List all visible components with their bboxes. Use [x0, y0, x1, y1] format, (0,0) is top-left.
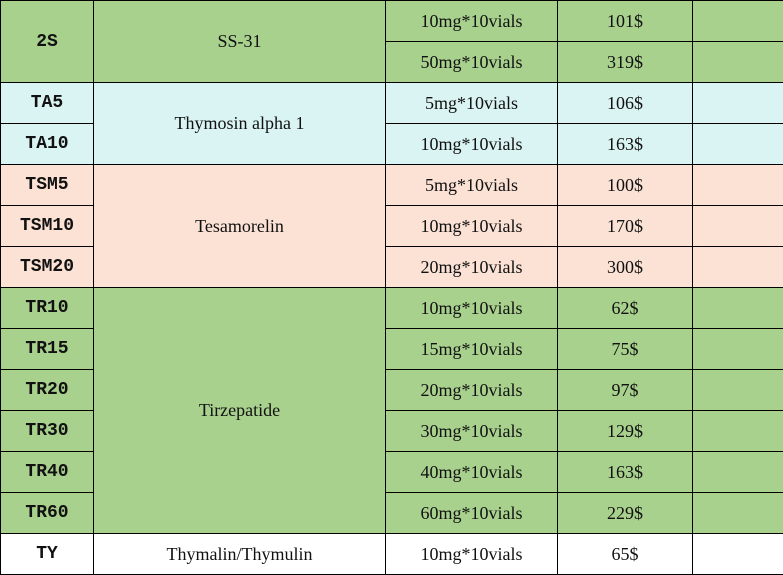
- spec-cell: 60mg*10vials: [385, 492, 558, 534]
- spec-cell: 40mg*10vials: [385, 451, 558, 493]
- price-cell: 100$: [557, 164, 693, 206]
- empty-cell: [692, 41, 783, 83]
- price-cell: 300$: [557, 246, 693, 288]
- spec-cell: 5mg*10vials: [385, 82, 558, 124]
- code-cell: TA10: [0, 123, 94, 165]
- price-cell: 163$: [557, 451, 693, 493]
- code-cell: TR10: [0, 287, 94, 329]
- code-cell: TR20: [0, 369, 94, 411]
- spec-cell: 20mg*10vials: [385, 369, 558, 411]
- spec-cell: 10mg*10vials: [385, 0, 558, 42]
- table-row: 2S SS-31 10mg*10vials 101$: [0, 0, 783, 83]
- empty-cell: [692, 246, 783, 288]
- spec-cell: 10mg*10vials: [385, 533, 558, 575]
- empty-cell: [692, 410, 783, 452]
- code-cell: TR15: [0, 328, 94, 370]
- empty-cell: [692, 123, 783, 165]
- spec-cell: 5mg*10vials: [385, 164, 558, 206]
- table-row: TR10 Tirzepatide 10mg*10vials 62$: [0, 287, 783, 534]
- name-cell: Tirzepatide: [93, 287, 386, 534]
- table-row: TA5 Thymosin alpha 1 5mg*10vials 106$: [0, 82, 783, 165]
- table-row: TA10 10mg*10vials 163$: [0, 123, 783, 165]
- spec-cell: 10mg*10vials: [385, 123, 558, 165]
- name-cell: SS-31: [93, 0, 386, 83]
- spec-cell: 30mg*10vials: [385, 410, 558, 452]
- table-row: TR20 20mg*10vials 97$: [0, 369, 783, 411]
- table-row: TSM5 Tesamorelin 5mg*10vials 100$: [0, 164, 783, 288]
- code-cell: TR40: [0, 451, 94, 493]
- empty-cell: [692, 0, 783, 42]
- code-cell: TR30: [0, 410, 94, 452]
- empty-cell: [692, 369, 783, 411]
- price-cell: 65$: [557, 533, 693, 575]
- spec-cell: 20mg*10vials: [385, 246, 558, 288]
- code-cell: TY: [0, 533, 94, 575]
- empty-cell: [692, 287, 783, 329]
- spec-cell: 10mg*10vials: [385, 205, 558, 247]
- code-cell: TSM5: [0, 164, 94, 206]
- price-cell: 319$: [557, 41, 693, 83]
- price-cell: 106$: [557, 82, 693, 124]
- table-row: TR15 15mg*10vials 75$: [0, 328, 783, 370]
- empty-cell: [692, 451, 783, 493]
- empty-cell: [692, 82, 783, 124]
- table-row: TY Thymalin/Thymulin 10mg*10vials 65$: [0, 533, 783, 575]
- table-row: TSM20 20mg*10vials 300$: [0, 246, 783, 288]
- price-cell: 170$: [557, 205, 693, 247]
- price-cell: 129$: [557, 410, 693, 452]
- code-cell: TR60: [0, 492, 94, 534]
- empty-cell: [692, 328, 783, 370]
- name-cell: Tesamorelin: [93, 164, 386, 288]
- table-row: 50mg*10vials 319$: [1, 41, 783, 83]
- price-cell: 62$: [557, 287, 693, 329]
- table-row: TSM10 10mg*10vials 170$: [0, 205, 783, 247]
- empty-cell: [692, 164, 783, 206]
- name-cell: Thymosin alpha 1: [93, 82, 386, 165]
- empty-cell: [692, 492, 783, 534]
- spec-cell: 15mg*10vials: [385, 328, 558, 370]
- spec-cell: 50mg*10vials: [385, 41, 558, 83]
- price-cell: 229$: [557, 492, 693, 534]
- price-cell: 97$: [557, 369, 693, 411]
- code-cell: TSM10: [0, 205, 94, 247]
- table-row: TR60 60mg*10vials 229$: [0, 492, 783, 534]
- code-cell: 2S: [0, 0, 94, 83]
- price-cell: 163$: [557, 123, 693, 165]
- price-cell: 101$: [557, 0, 693, 42]
- code-cell: TA5: [0, 82, 94, 124]
- code-cell: TSM20: [0, 246, 94, 288]
- empty-cell: [692, 205, 783, 247]
- price-cell: 75$: [557, 328, 693, 370]
- name-cell: Thymalin/Thymulin: [93, 533, 386, 575]
- empty-cell: [692, 533, 783, 575]
- spec-cell: 10mg*10vials: [385, 287, 558, 329]
- table-row: TR30 30mg*10vials 129$: [0, 410, 783, 452]
